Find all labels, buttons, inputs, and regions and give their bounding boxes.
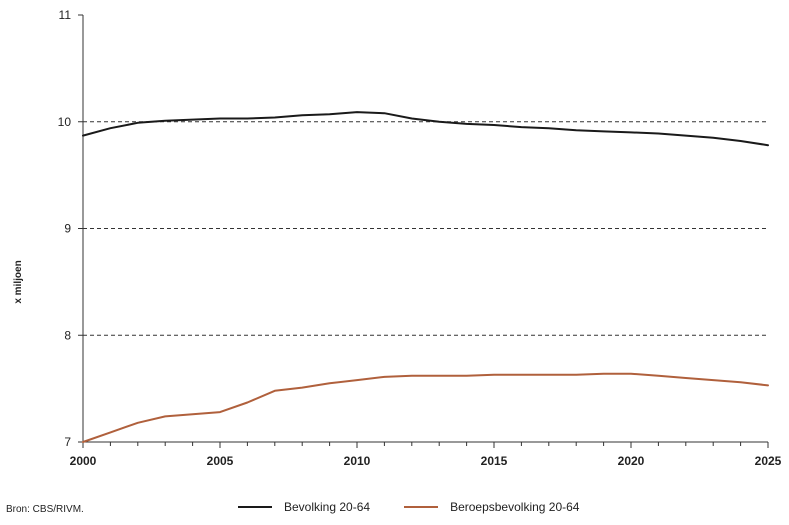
legend-label-bevolking: Bevolking 20-64 [284,500,371,514]
y-tick-label-11: 11 [59,8,72,22]
x-tick-label-2000: 2000 [70,454,97,468]
legend-item-beroepsbevolking: Beroepsbevolking 20-64 [404,500,579,514]
legend-item-bevolking: Bevolking 20-64 [238,500,370,514]
series-line-1 [82,372,769,443]
legend: Bevolking 20-64 Beroepsbevolking 20-64 [238,500,613,514]
legend-swatch-beroepsbevolking [404,506,439,508]
grid-lines [83,121,768,336]
x-tick-label-2005: 2005 [207,454,234,468]
tick-labels: 7 8 9 10 11 2000 2005 2010 2015 2020 2025 [58,8,782,468]
y-tick-label-7: 7 [64,435,71,449]
legend-label-beroepsbevolking: Beroepsbevolking 20-64 [450,500,580,514]
axes [78,14,769,448]
x-tick-label-2010: 2010 [344,454,371,468]
legend-swatch-bevolking [238,506,272,508]
series-lines [82,111,769,443]
y-tick-label-9: 9 [64,222,71,236]
x-tick-label-2015: 2015 [481,454,508,468]
series-line-0 [82,111,769,147]
y-axis-title: x miljoen [13,260,24,303]
y-tick-label-10: 10 [58,115,72,129]
x-tick-label-2025: 2025 [755,454,782,468]
y-tick-label-8: 8 [64,328,71,342]
x-tick-label-2020: 2020 [618,454,645,468]
source-note: Bron: CBS/RIVM. [6,504,84,515]
